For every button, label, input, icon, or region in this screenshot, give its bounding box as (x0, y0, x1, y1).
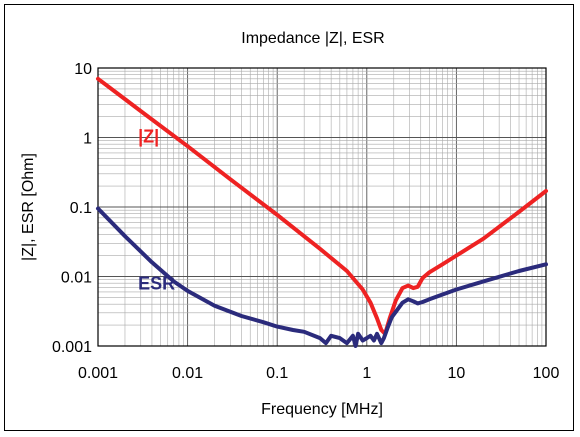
series-layer (96, 76, 548, 348)
impedance-line (96, 76, 548, 336)
chart-title: Impedance |Z|, ESR (241, 30, 384, 47)
x-axis-label: Frequency [MHz] (261, 401, 383, 418)
x-tick-label: 0.01 (172, 365, 203, 382)
tick-labels: 0.001 0.01 0.1 1 10 100 0.001 0.01 0.1 1 10 (52, 61, 559, 382)
x-tick-label: 10 (448, 365, 466, 382)
x-tick-label: 0.1 (266, 365, 288, 382)
y-axis-label: |Z|, ESR [Ohm] (20, 153, 37, 261)
y-tick-label: 1 (83, 131, 92, 148)
series-labels: |Z| ESR (138, 126, 175, 293)
impedance-series-label: |Z| (138, 126, 159, 146)
y-tick-label: 10 (74, 61, 92, 78)
y-tick-label: 0.01 (61, 270, 92, 287)
y-tick-label: 0.1 (70, 200, 92, 217)
x-tick-label: 0.001 (78, 365, 118, 382)
x-tick-label: 100 (533, 365, 560, 382)
grid (97, 68, 546, 347)
y-tick-label: 0.001 (52, 339, 92, 356)
x-tick-label: 1 (362, 365, 371, 382)
esr-line (96, 206, 548, 348)
esr-series-label: ESR (138, 274, 175, 294)
